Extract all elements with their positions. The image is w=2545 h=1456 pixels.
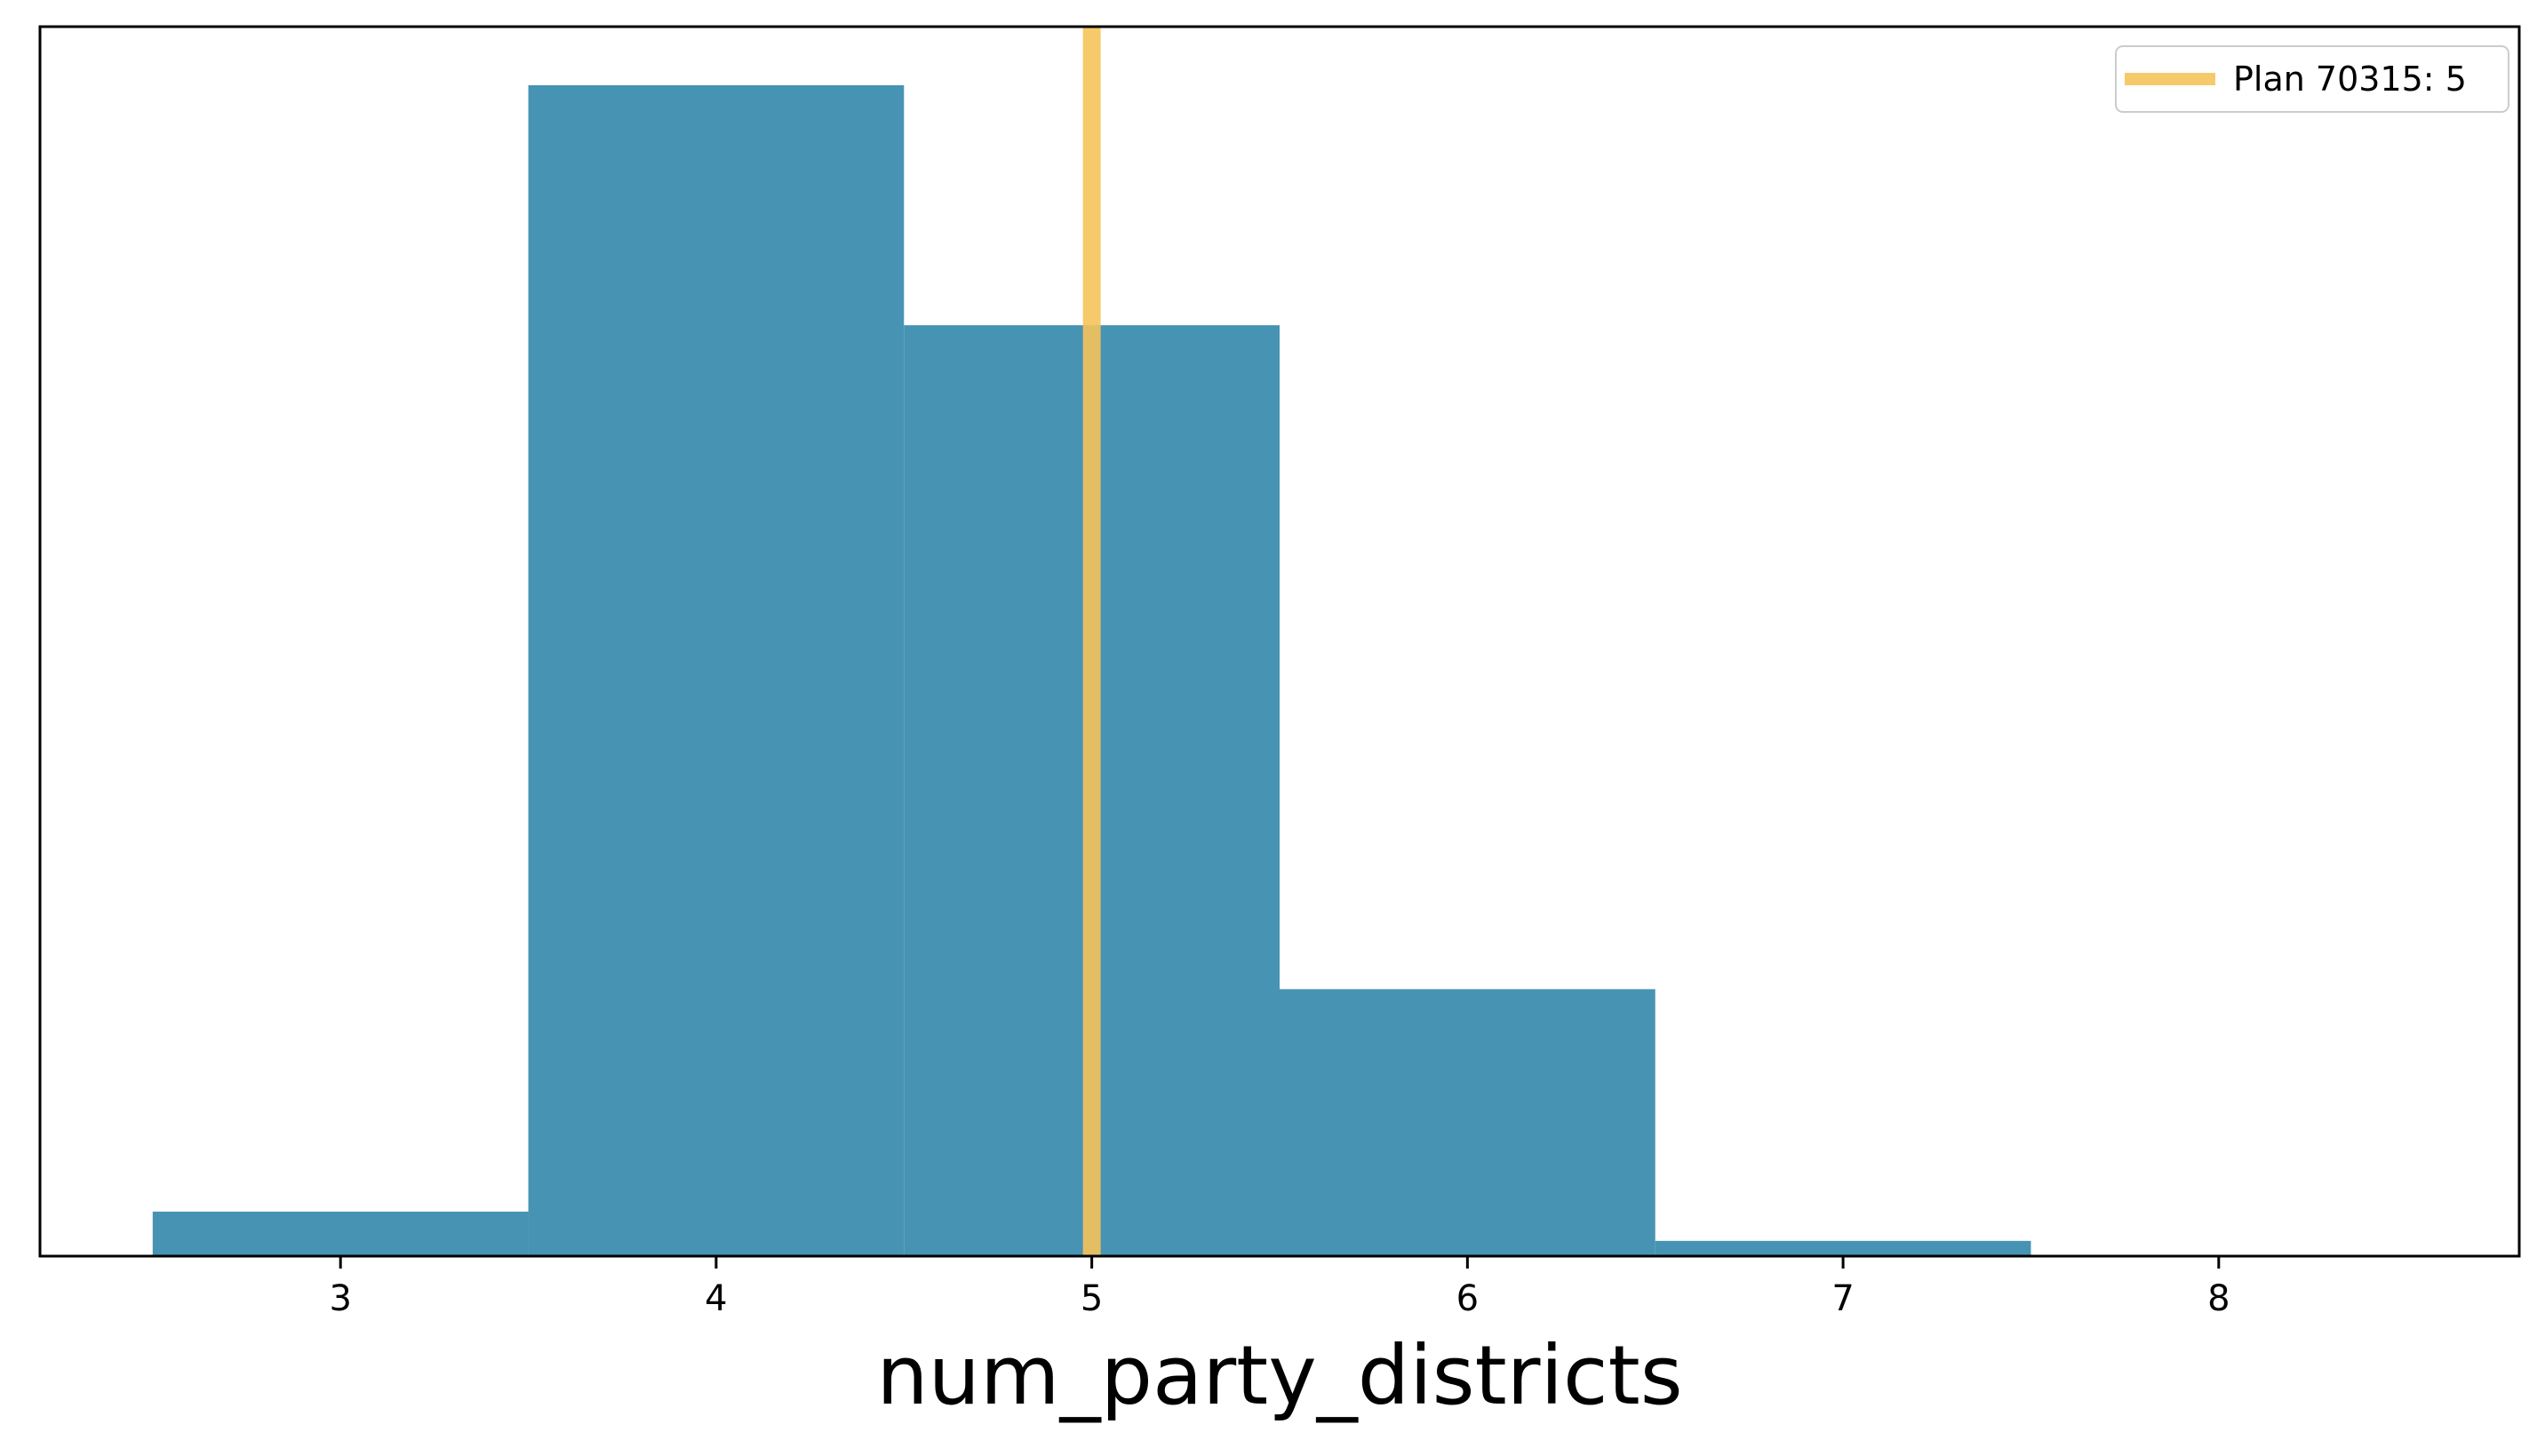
histogram-bar-0: [152, 1211, 529, 1256]
x-tick-label-2: 5: [1081, 1278, 1103, 1319]
x-tick-label-0: 3: [329, 1278, 351, 1319]
legend-label: Plan 70315: 5: [2233, 60, 2467, 99]
x-axis-title: num_party_districts: [876, 1328, 1682, 1423]
legend: Plan 70315: 5: [2115, 45, 2509, 113]
x-tick-label-1: 4: [705, 1278, 727, 1319]
histogram-bar-4: [1655, 1240, 2031, 1256]
x-tick-label-4: 7: [1831, 1278, 1854, 1319]
x-axis-ticks: 3 4 5 6 7 8: [329, 1256, 2230, 1319]
x-tick-label-5: 8: [2207, 1278, 2230, 1319]
plot-frame: [38, 25, 2521, 1258]
histogram-bar-1: [528, 84, 905, 1256]
histogram-bar-3: [1280, 989, 1655, 1256]
legend-box: [2115, 45, 2509, 113]
x-tick-label-3: 6: [1456, 1278, 1479, 1319]
